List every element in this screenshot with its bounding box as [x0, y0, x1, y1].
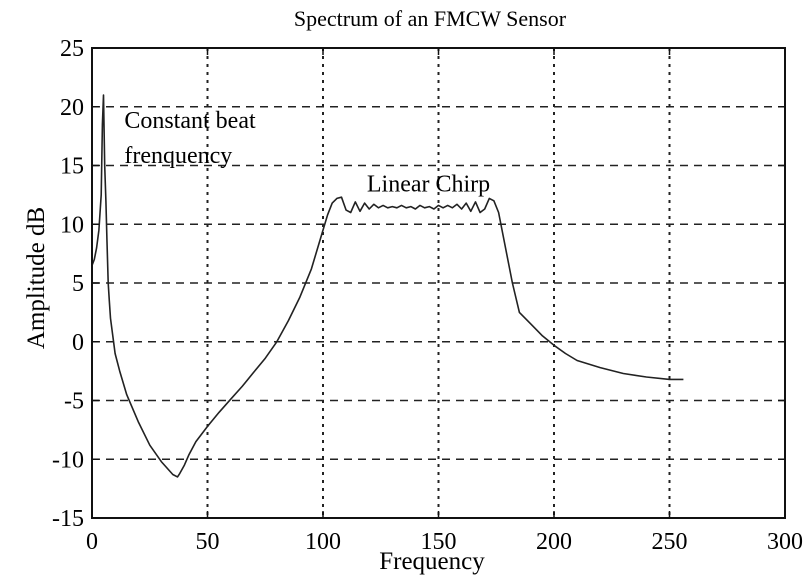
x-tick-label: 100 [305, 529, 341, 555]
annotation-text: Linear Chirp [367, 171, 490, 197]
spectrum-line [91, 94, 684, 478]
x-tick-labels: 0 50 100 150 200 250 300 [86, 529, 803, 555]
annotation-text: frenquency [124, 143, 232, 169]
chart-title: Spectrum of an FMCW Sensor [294, 6, 567, 31]
x-axis-label: Frequency [379, 548, 485, 575]
x-tick-label: 250 [652, 529, 688, 555]
grid-lines [92, 48, 785, 518]
y-axis-label: Amplitude dB [23, 207, 50, 349]
y-tick-labels: -15 -10 -5 0 5 10 15 20 25 [52, 36, 84, 532]
annotations: Constant beat frenquency Linear Chirp [124, 108, 490, 197]
y-tick-label: 5 [72, 271, 84, 297]
tick-marks [91, 47, 786, 519]
x-tick-label: 300 [767, 529, 803, 555]
x-tick-label: 150 [421, 529, 457, 555]
y-tick-label: 0 [72, 330, 84, 356]
x-tick-label: 50 [196, 529, 220, 555]
series-line [91, 94, 684, 478]
y-tick-label: 20 [60, 95, 84, 121]
y-tick-label: -15 [52, 506, 84, 532]
y-tick-label: -10 [52, 447, 84, 473]
y-tick-label: 25 [60, 36, 84, 62]
annotation-text: Constant beat [124, 108, 256, 134]
y-tick-label: -5 [64, 389, 84, 415]
y-tick-label: 10 [60, 212, 84, 238]
y-tick-label: 15 [60, 154, 84, 180]
x-tick-label: 0 [86, 529, 98, 555]
x-tick-label: 200 [536, 529, 572, 555]
